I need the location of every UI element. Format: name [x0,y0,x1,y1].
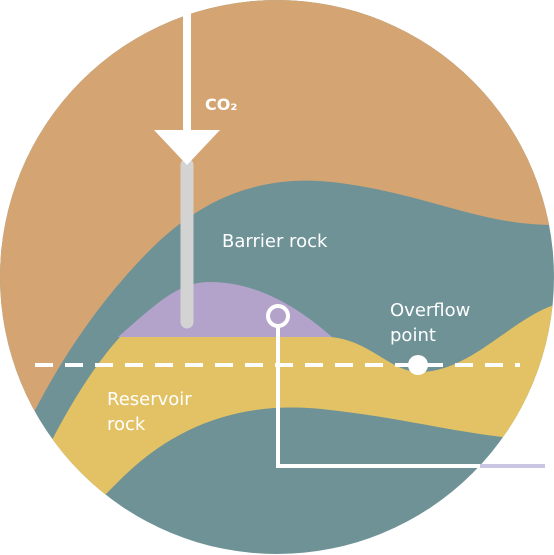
overflow-dot [408,355,428,375]
callout-marker [266,304,290,328]
gas-label: CO₂ [205,95,237,114]
barrier-label: Barrier rock [222,231,328,252]
reservoir-label: Reservoir [107,389,192,410]
arrow-head [154,130,220,165]
upper-rock [0,0,554,430]
overflow-label: Overflow [390,300,470,321]
callout-line [276,326,480,468]
reservoir-label: rock [107,414,146,435]
overflow-label: point [390,325,436,346]
